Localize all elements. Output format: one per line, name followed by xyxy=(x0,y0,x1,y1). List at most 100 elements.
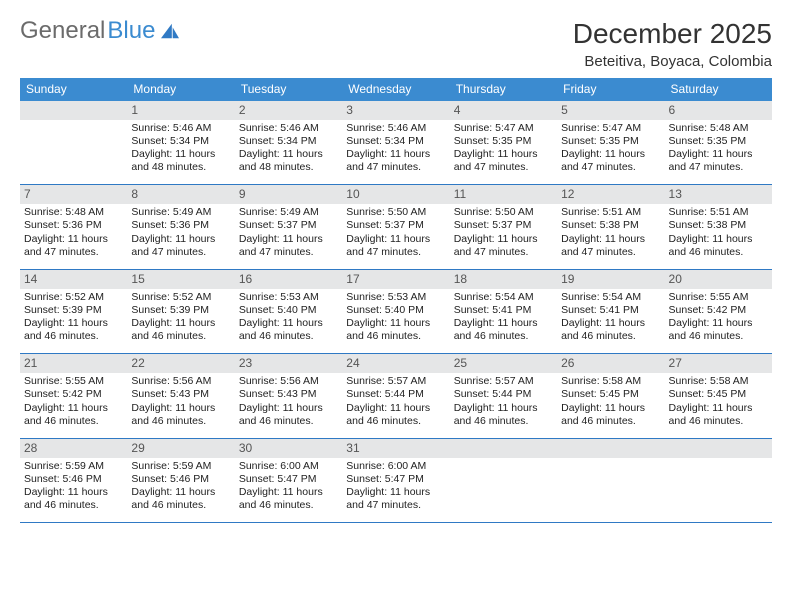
detail-line: Daylight: 11 hours xyxy=(669,233,768,246)
calendar-cell: 3Sunrise: 5:46 AMSunset: 5:34 PMDaylight… xyxy=(342,101,449,185)
day-details: Sunrise: 5:51 AMSunset: 5:38 PMDaylight:… xyxy=(665,204,772,269)
calendar-week-row: 14Sunrise: 5:52 AMSunset: 5:39 PMDayligh… xyxy=(20,269,772,354)
detail-line: and 47 minutes. xyxy=(24,246,123,259)
day-details: Sunrise: 5:52 AMSunset: 5:39 PMDaylight:… xyxy=(127,289,234,354)
day-number: 17 xyxy=(342,270,449,289)
calendar-week-row: 21Sunrise: 5:55 AMSunset: 5:42 PMDayligh… xyxy=(20,354,772,439)
detail-line: Sunrise: 5:54 AM xyxy=(561,291,660,304)
calendar-cell: 20Sunrise: 5:55 AMSunset: 5:42 PMDayligh… xyxy=(665,269,772,354)
day-details: Sunrise: 5:49 AMSunset: 5:37 PMDaylight:… xyxy=(235,204,342,269)
calendar-cell: 11 Sunrise: 5:50 AMSunset: 5:37 PMDayligh… xyxy=(450,185,557,270)
calendar-cell: 7Sunrise: 5:48 AMSunset: 5:36 PMDaylight… xyxy=(20,185,127,270)
detail-line: and 47 minutes. xyxy=(346,161,445,174)
day-details: Sunrise: 5:56 AMSunset: 5:43 PMDaylight:… xyxy=(127,373,234,438)
detail-line: Sunrise: 5:46 AM xyxy=(346,122,445,135)
detail-line: Sunset: 5:40 PM xyxy=(239,304,338,317)
day-number xyxy=(665,439,772,458)
detail-line: and 47 minutes. xyxy=(561,161,660,174)
weekday-header: Monday xyxy=(127,78,234,101)
day-number: 4 xyxy=(450,101,557,120)
detail-line: Sunrise: 5:50 AM xyxy=(454,206,553,219)
detail-line: Daylight: 11 hours xyxy=(346,317,445,330)
day-number: 12 xyxy=(557,185,664,204)
day-number: 20 xyxy=(665,270,772,289)
day-details xyxy=(665,458,772,520)
day-details xyxy=(450,458,557,520)
day-number: 24 xyxy=(342,354,449,373)
day-number: 5 xyxy=(557,101,664,120)
detail-line: Sunrise: 5:46 AM xyxy=(239,122,338,135)
weekday-header: Thursday xyxy=(450,78,557,101)
detail-line: Sunrise: 5:47 AM xyxy=(454,122,553,135)
detail-line: Daylight: 11 hours xyxy=(454,233,553,246)
calendar-cell: 17Sunrise: 5:53 AMSunset: 5:40 PMDayligh… xyxy=(342,269,449,354)
detail-line: Daylight: 11 hours xyxy=(454,317,553,330)
day-details: Sunrise: 5:53 AMSunset: 5:40 PMDaylight:… xyxy=(235,289,342,354)
detail-line: Sunset: 5:39 PM xyxy=(131,304,230,317)
calendar-cell: 30Sunrise: 6:00 AMSunset: 5:47 PMDayligh… xyxy=(235,438,342,523)
detail-line: Sunset: 5:36 PM xyxy=(131,219,230,232)
day-number: 28 xyxy=(20,439,127,458)
detail-line: Sunset: 5:39 PM xyxy=(24,304,123,317)
day-details: Sunrise: 5:58 AMSunset: 5:45 PMDaylight:… xyxy=(557,373,664,438)
day-number: 26 xyxy=(557,354,664,373)
calendar-body: 1Sunrise: 5:46 AMSunset: 5:34 PMDaylight… xyxy=(20,101,772,523)
calendar-cell: 10Sunrise: 5:50 AMSunset: 5:37 PMDayligh… xyxy=(342,185,449,270)
detail-line: Sunset: 5:46 PM xyxy=(24,473,123,486)
calendar-cell: 6Sunrise: 5:48 AMSunset: 5:35 PMDaylight… xyxy=(665,101,772,185)
weekday-header: Saturday xyxy=(665,78,772,101)
day-details: Sunrise: 5:54 AMSunset: 5:41 PMDaylight:… xyxy=(450,289,557,354)
detail-line: Sunset: 5:47 PM xyxy=(346,473,445,486)
logo: GeneralBlue xyxy=(20,16,181,46)
detail-line: Sunset: 5:37 PM xyxy=(239,219,338,232)
detail-line: and 47 minutes. xyxy=(454,246,553,259)
day-number: 11 xyxy=(450,185,557,204)
detail-line: Sunset: 5:37 PM xyxy=(454,219,553,232)
day-number: 2 xyxy=(235,101,342,120)
detail-line: Sunrise: 5:59 AM xyxy=(131,460,230,473)
day-number xyxy=(450,439,557,458)
detail-line: and 47 minutes. xyxy=(561,246,660,259)
detail-line: Daylight: 11 hours xyxy=(239,317,338,330)
detail-line: Daylight: 11 hours xyxy=(24,317,123,330)
calendar-cell: 4Sunrise: 5:47 AMSunset: 5:35 PMDaylight… xyxy=(450,101,557,185)
day-number: 22 xyxy=(127,354,234,373)
detail-line: Daylight: 11 hours xyxy=(239,486,338,499)
day-details: Sunrise: 5:52 AMSunset: 5:39 PMDaylight:… xyxy=(20,289,127,354)
calendar-cell: 12Sunrise: 5:51 AMSunset: 5:38 PMDayligh… xyxy=(557,185,664,270)
day-details: Sunrise: 5:46 AMSunset: 5:34 PMDaylight:… xyxy=(127,120,234,185)
detail-line: Sunrise: 5:53 AM xyxy=(239,291,338,304)
day-number: 27 xyxy=(665,354,772,373)
detail-line: Daylight: 11 hours xyxy=(24,233,123,246)
detail-line: and 46 minutes. xyxy=(24,499,123,512)
detail-line: Daylight: 11 hours xyxy=(131,317,230,330)
detail-line: Daylight: 11 hours xyxy=(561,233,660,246)
day-details: Sunrise: 5:50 AMSunset: 5:37 PMDaylight:… xyxy=(342,204,449,269)
detail-line: and 48 minutes. xyxy=(131,161,230,174)
detail-line: Daylight: 11 hours xyxy=(239,233,338,246)
detail-line: Sunrise: 5:50 AM xyxy=(346,206,445,219)
day-details: Sunrise: 5:56 AMSunset: 5:43 PMDaylight:… xyxy=(235,373,342,438)
day-details: Sunrise: 5:48 AMSunset: 5:36 PMDaylight:… xyxy=(20,204,127,269)
detail-line: Sunrise: 6:00 AM xyxy=(239,460,338,473)
day-details: Sunrise: 5:47 AMSunset: 5:35 PMDaylight:… xyxy=(557,120,664,185)
day-number: 9 xyxy=(235,185,342,204)
detail-line: Sunrise: 5:58 AM xyxy=(561,375,660,388)
detail-line: Daylight: 11 hours xyxy=(131,148,230,161)
detail-line: Daylight: 11 hours xyxy=(239,148,338,161)
detail-line: Sunrise: 5:52 AM xyxy=(131,291,230,304)
detail-line: and 46 minutes. xyxy=(561,330,660,343)
detail-line: Daylight: 11 hours xyxy=(346,402,445,415)
day-number: 21 xyxy=(20,354,127,373)
weekday-header: Wednesday xyxy=(342,78,449,101)
detail-line: Sunrise: 6:00 AM xyxy=(346,460,445,473)
calendar-cell xyxy=(450,438,557,523)
detail-line: Sunrise: 5:56 AM xyxy=(239,375,338,388)
calendar-cell: 21Sunrise: 5:55 AMSunset: 5:42 PMDayligh… xyxy=(20,354,127,439)
detail-line: Sunset: 5:44 PM xyxy=(454,388,553,401)
detail-line: Sunset: 5:37 PM xyxy=(346,219,445,232)
detail-line: Sunrise: 5:54 AM xyxy=(454,291,553,304)
logo-text-1: General xyxy=(20,16,105,46)
day-number xyxy=(557,439,664,458)
detail-line: and 47 minutes. xyxy=(239,246,338,259)
